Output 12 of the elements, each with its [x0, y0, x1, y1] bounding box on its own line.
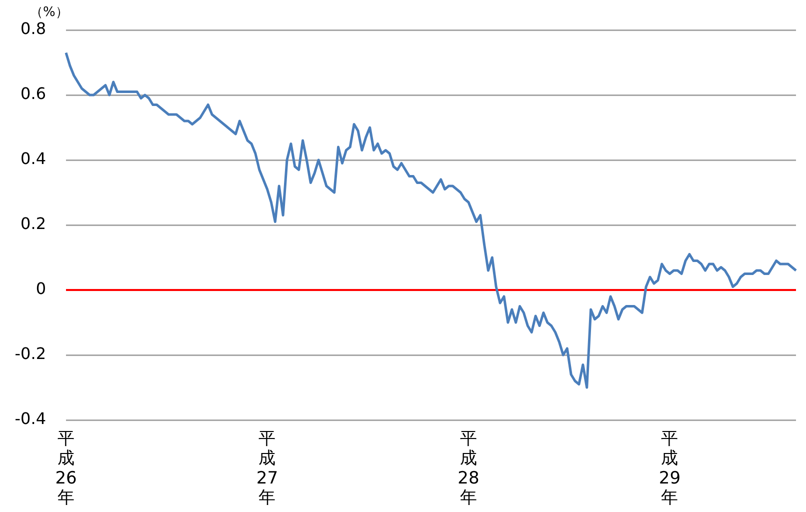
x-tick-label: 平成27年 [256, 429, 278, 508]
y-tick-label: 0.2 [20, 214, 46, 234]
x-tick-label: 平成26年 [55, 429, 77, 508]
y-tick-label: 0 [36, 279, 46, 298]
y-tick-label: 0.8 [20, 19, 46, 38]
y-tick-label: -0.4 [14, 409, 46, 428]
y-tick-label: -0.2 [14, 344, 46, 364]
y-tick-label: 0.4 [20, 149, 46, 168]
x-tick-label: 平成29年 [658, 429, 681, 508]
y-tick-label: 0.6 [20, 84, 46, 104]
y-axis-title: （%） [30, 4, 68, 20]
x-tick-label: 平成28年 [458, 429, 480, 508]
